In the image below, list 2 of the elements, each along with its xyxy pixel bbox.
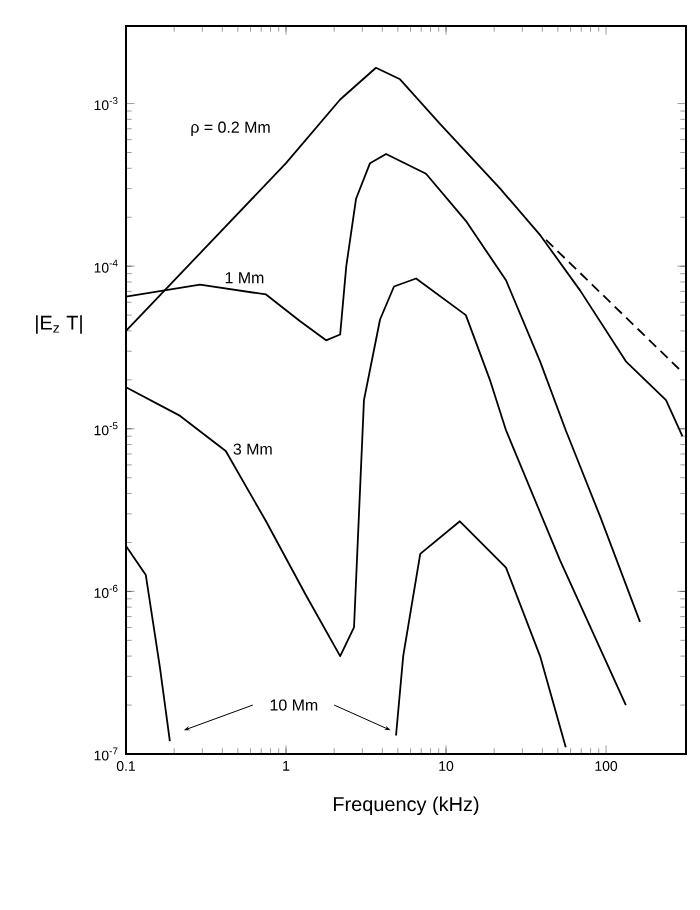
x-axis-title: Frequency (kHz) xyxy=(333,796,479,816)
y-axis-title: |E$_{z}$ T| xyxy=(36,315,82,334)
